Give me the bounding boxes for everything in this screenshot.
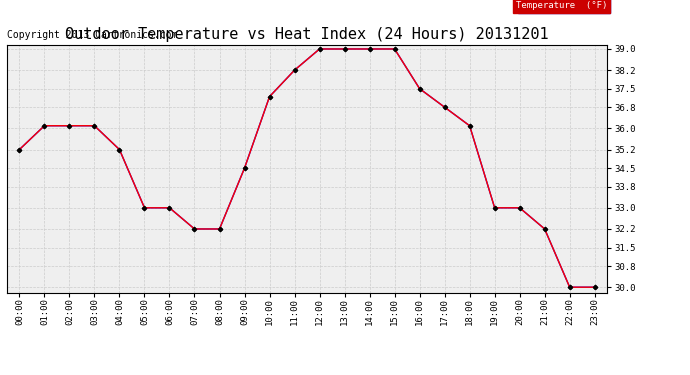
Text: Heat Index  (°F): Heat Index (°F) <box>521 2 607 10</box>
Text: Copyright 2013 Cartronics.com: Copyright 2013 Cartronics.com <box>7 30 177 40</box>
Title: Outdoor Temperature vs Heat Index (24 Hours) 20131201: Outdoor Temperature vs Heat Index (24 Ho… <box>66 27 549 42</box>
Text: Temperature  (°F): Temperature (°F) <box>516 2 607 10</box>
